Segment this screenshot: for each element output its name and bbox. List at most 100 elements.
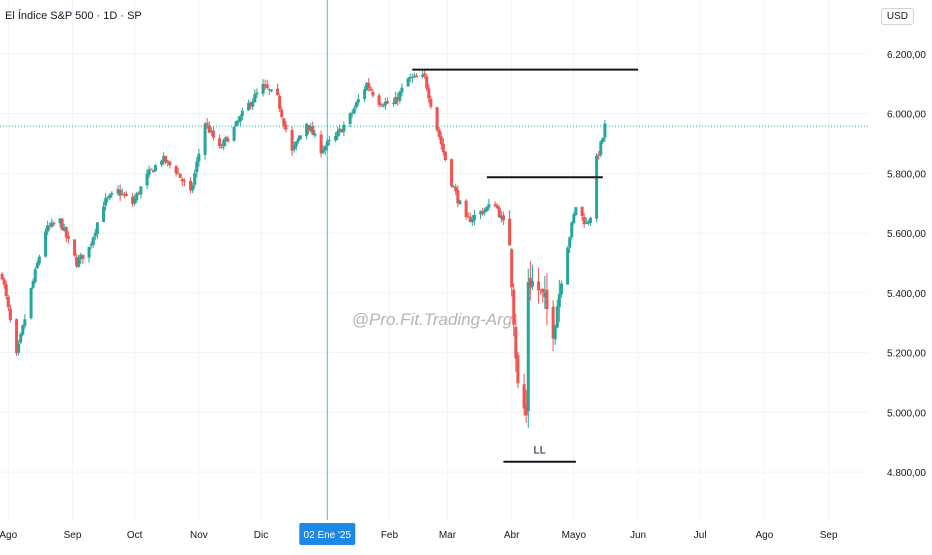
candle-up [323,146,327,151]
candle-up [62,227,66,231]
candle-up [240,110,244,116]
candle-up [294,141,298,147]
candle-down [211,130,215,138]
candle-up [568,237,572,248]
candle-up [89,244,93,246]
candle-down [276,88,280,95]
candle-up [19,334,23,343]
candle-down [73,239,77,256]
candle-up [327,139,331,141]
candle-down [168,161,172,166]
levels: LL [0,68,868,463]
y-tick-label: 5.800,00 [887,169,926,180]
candle-up [342,124,346,132]
candle-down [267,89,271,91]
candle-down [207,125,211,133]
candle-up [555,306,559,328]
candle-up [313,133,317,136]
candle-up [338,128,342,132]
candle-up [400,87,404,93]
candle-up [309,127,313,131]
candle-down [464,200,468,217]
candle-down [15,319,19,354]
candle-down [439,136,443,145]
candle-down [182,180,186,182]
x-tick-label: Jun [630,530,646,541]
candle-down [510,249,514,288]
candle-up [365,83,369,91]
candle-up [394,96,398,105]
candle-down [66,236,70,239]
candles [0,69,607,428]
x-tick-label: Dic [254,530,268,541]
candle-down [454,186,458,192]
watermark: @Pro.Fit.Trading-Arg [352,310,513,329]
candle-up [470,219,474,223]
candle-down [367,82,371,89]
candle-up [352,108,356,114]
candle-up [452,186,456,188]
candle-up [251,101,255,107]
x-tick-label: Sep [820,530,838,541]
candle-down [597,154,601,156]
candle-down [278,96,282,109]
candle-down [512,289,516,325]
candle-up [321,149,325,153]
candle-down [60,218,64,231]
candle-down [290,129,294,151]
candle-up [599,141,603,156]
candle-up [93,232,97,237]
candle-up [472,214,476,221]
y-tick-label: 5.400,00 [887,289,926,300]
candle-up [135,193,139,201]
candle-down [423,73,427,76]
candle-up [487,204,491,208]
candle-down [437,129,441,137]
candle-down [189,180,193,191]
candle-up [572,214,576,223]
candle-up [209,130,213,132]
candle-up [305,123,309,136]
x-tick-label: Oct [127,530,143,541]
candle-up [356,99,360,103]
candle-up [269,89,273,92]
candle-up [325,141,329,146]
candle-down [280,109,284,118]
candle-up [160,160,164,165]
candle-down [481,211,485,214]
candle-up [479,211,483,215]
candle-up [483,209,487,213]
candle-up [354,102,358,108]
candle-up [46,225,50,232]
x-tick-label: Ago [0,530,18,541]
candle-down [468,216,472,222]
grid: @Pro.Fit.Trading-Arg [0,0,868,520]
candle-down [497,207,501,218]
candle-up [203,123,207,155]
candle-down [249,102,253,106]
candle-up [91,237,95,246]
currency-button[interactable]: USD [880,8,914,25]
candle-down [307,124,311,130]
candle-up [110,193,114,195]
candle-up [29,287,33,319]
ll-label: LL [534,445,546,457]
candle-down [377,95,381,106]
y-tick-label: 5.600,00 [887,229,926,240]
candle-up [102,206,106,222]
candle-down [435,107,439,131]
candle-down [508,218,512,246]
candle-down [122,194,126,196]
candle-up [296,138,300,142]
candle-down [0,273,4,280]
candle-up [530,280,534,287]
candle-up [553,326,557,340]
candle-down [425,76,429,89]
candle-down [427,88,431,99]
candle-up [255,92,259,95]
candle-down [580,206,584,216]
candle-up [588,217,592,224]
y-tick-label: 6.000,00 [887,110,926,121]
candle-up [363,89,367,99]
